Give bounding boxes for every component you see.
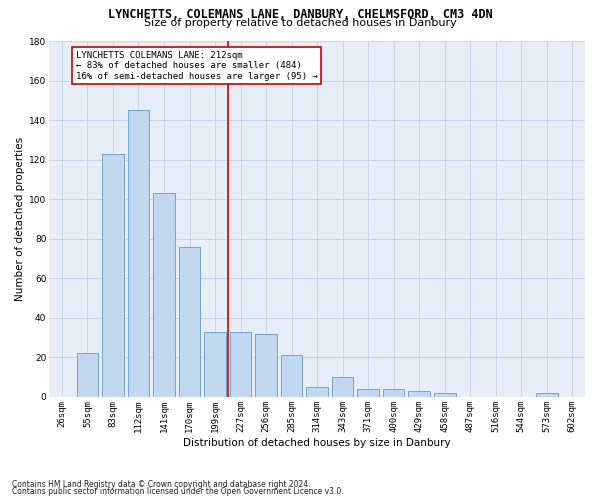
Bar	[255, 334, 277, 397]
Text: Contains public sector information licensed under the Open Government Licence v3: Contains public sector information licen…	[12, 487, 344, 496]
Bar	[409, 391, 430, 397]
Bar	[77, 354, 98, 397]
X-axis label: Distribution of detached houses by size in Danbury: Distribution of detached houses by size …	[183, 438, 451, 448]
Text: Size of property relative to detached houses in Danbury: Size of property relative to detached ho…	[143, 18, 457, 28]
Bar	[434, 393, 455, 397]
Bar	[536, 393, 557, 397]
Bar	[281, 356, 302, 397]
Bar	[102, 154, 124, 397]
Bar	[230, 332, 251, 397]
Bar	[128, 110, 149, 397]
Y-axis label: Number of detached properties: Number of detached properties	[15, 137, 25, 301]
Bar	[153, 194, 175, 397]
Bar	[383, 389, 404, 397]
Text: LYNCHETTS, COLEMANS LANE, DANBURY, CHELMSFORD, CM3 4DN: LYNCHETTS, COLEMANS LANE, DANBURY, CHELM…	[107, 8, 493, 20]
Bar	[306, 387, 328, 397]
Text: LYNCHETTS COLEMANS LANE: 212sqm
← 83% of detached houses are smaller (484)
16% o: LYNCHETTS COLEMANS LANE: 212sqm ← 83% of…	[76, 51, 318, 80]
Bar	[179, 246, 200, 397]
Bar	[357, 389, 379, 397]
Text: Contains HM Land Registry data © Crown copyright and database right 2024.: Contains HM Land Registry data © Crown c…	[12, 480, 311, 489]
Bar	[332, 377, 353, 397]
Bar	[204, 332, 226, 397]
